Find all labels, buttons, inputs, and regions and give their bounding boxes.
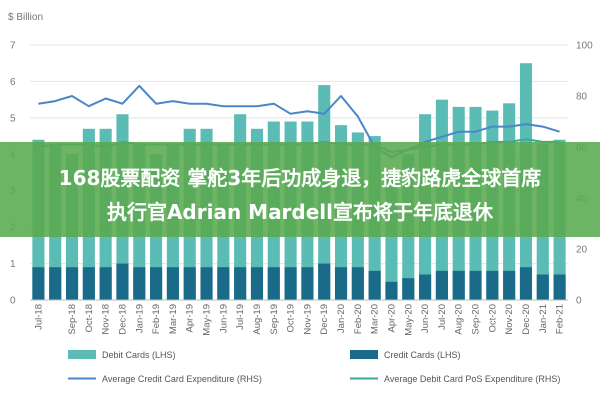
right-tick-label: 0: [576, 296, 582, 307]
credit-card-bar: [116, 263, 129, 300]
legend: Debit Cards (LHS) Credit Cards (LHS) Avera…: [68, 350, 560, 384]
x-tick-label: Mar-19: [168, 304, 179, 334]
credit-card-bar: [150, 267, 163, 300]
credit-card-bar: [402, 278, 415, 300]
credit-card-bar: [553, 274, 566, 300]
right-tick-label: 20: [576, 245, 588, 256]
x-tick-label: Dec-20: [521, 304, 532, 335]
x-tick-label: Sep-19: [269, 304, 280, 335]
x-tick-label: Sep-20: [471, 304, 482, 335]
headline-line-2: 执行官Adrian Mardell宣布将于年底退休: [106, 200, 494, 224]
legend-swatch: [350, 350, 378, 359]
x-tick-label: Aug-19: [252, 304, 263, 335]
credit-card-bar: [133, 267, 146, 300]
x-tick-label: Feb-20: [353, 304, 364, 334]
credit-card-bar: [318, 263, 331, 300]
x-tick-label: Oct-20: [487, 304, 498, 333]
x-tick-label: Jan-21: [538, 304, 549, 333]
x-tick-label: May-20: [403, 304, 414, 336]
credit-card-bar: [250, 267, 264, 300]
left-tick-label: 5: [10, 113, 16, 124]
left-axis-unit-label: $ Billion: [8, 12, 43, 23]
x-tick-label: Apr-19: [185, 304, 196, 333]
x-tick-label: Dec-19: [319, 304, 330, 335]
right-tick-label: 100: [576, 41, 593, 52]
credit-card-bar: [49, 267, 62, 300]
credit-card-bar: [452, 270, 465, 300]
x-tick-label: Nov-18: [101, 304, 112, 335]
credit-card-bar: [486, 270, 499, 300]
credit-card-bar: [82, 267, 95, 300]
credit-card-bar: [519, 267, 533, 300]
credit-card-bar: [99, 267, 112, 300]
x-tick-label: Nov-20: [504, 304, 515, 335]
x-tick-label: Oct-19: [286, 304, 297, 333]
legend-swatch: [68, 350, 96, 359]
credit-card-bar: [217, 267, 230, 300]
legend-label: Credit Cards (LHS): [384, 350, 461, 360]
x-tick-label: Aug-20: [454, 304, 465, 335]
credit-card-bar: [32, 267, 45, 300]
credit-card-bar: [536, 274, 549, 300]
headline-line-1: 168股票配资 掌舵3年后功成身退，捷豹路虎全球首席: [58, 166, 542, 190]
legend-label: Debit Cards (LHS): [102, 350, 176, 360]
credit-card-bar: [183, 267, 196, 300]
x-tick-label: Oct-18: [84, 304, 95, 333]
x-tick-label: Feb-21: [555, 304, 566, 334]
left-tick-label: 6: [10, 77, 16, 88]
x-tick-label: Jul-20: [437, 304, 448, 330]
left-tick-label: 7: [10, 41, 16, 52]
x-tick-label: Jan-19: [134, 304, 145, 333]
x-tick-label: Jul-18: [33, 304, 44, 330]
x-axis: Jul-18 Sep-18 Oct-18 Nov-18 Dec-18 Jan-19 Feb-…: [30, 299, 568, 336]
left-tick-label: 1: [10, 259, 16, 270]
x-tick-label: Apr-20: [386, 304, 397, 333]
credit-card-bar: [284, 267, 297, 300]
credit-card-bar: [200, 267, 213, 300]
credit-card-bar: [435, 270, 448, 300]
x-tick-label: Mar-20: [370, 304, 381, 334]
headline-banner: 168股票配资 掌舵3年后功成身退，捷豹路虎全球首席 执行官Adrian Mar…: [0, 142, 600, 237]
x-tick-label: Jun-19: [218, 304, 229, 333]
credit-card-bar: [351, 267, 364, 300]
credit-card-bar: [267, 267, 280, 300]
x-tick-label: Jul-19: [235, 304, 246, 330]
x-tick-label: Feb-19: [151, 304, 162, 334]
credit-card-bar: [503, 270, 516, 300]
x-tick-label: Jan-20: [336, 304, 347, 333]
left-tick-label: 0: [10, 296, 16, 307]
x-tick-label: Nov-19: [302, 304, 313, 335]
x-tick-label: Jun-20: [420, 304, 431, 333]
credit-card-bar: [334, 267, 348, 300]
x-tick-label: Sep-18: [67, 304, 78, 335]
credit-card-bar: [166, 267, 179, 300]
credit-card-bar: [368, 270, 381, 300]
legend-label: Average Debit Card PoS Expenditure (RHS): [384, 374, 560, 384]
x-tick-label: Dec-18: [117, 304, 128, 335]
right-tick-label: 80: [576, 92, 588, 103]
x-tick-label: May-19: [202, 304, 213, 336]
credit-card-bar: [301, 267, 314, 300]
credit-card-bar: [419, 274, 432, 300]
credit-card-bar: [234, 267, 247, 300]
legend-label: Average Credit Card Expenditure (RHS): [102, 374, 262, 384]
credit-card-bar: [385, 281, 398, 300]
avg-credit-card-expenditure-line: [38, 84, 560, 159]
credit-card-bar: [65, 267, 79, 300]
credit-card-bar: [469, 270, 482, 300]
